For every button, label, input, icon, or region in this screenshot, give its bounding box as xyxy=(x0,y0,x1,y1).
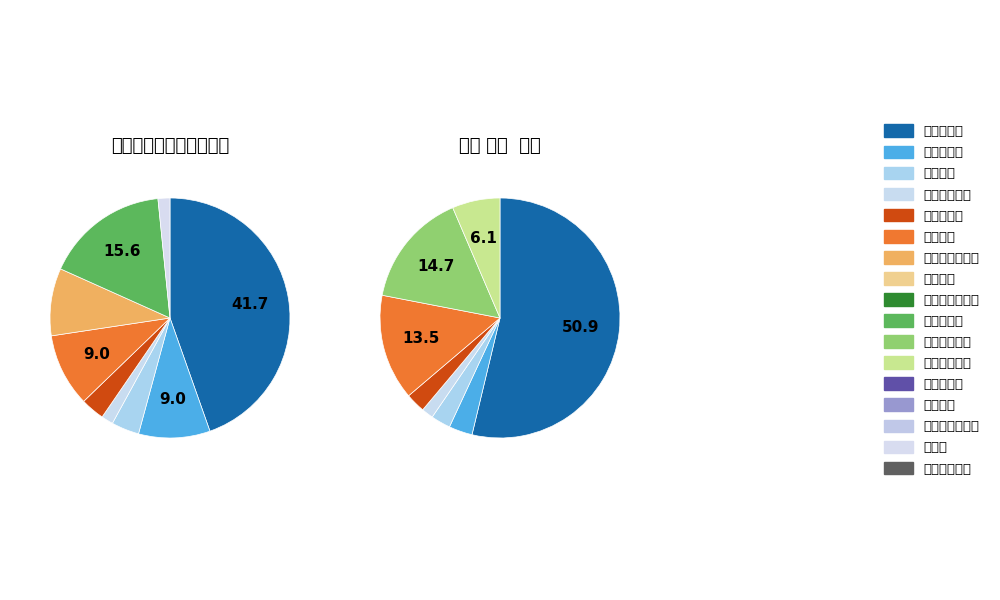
Wedge shape xyxy=(409,318,500,410)
Wedge shape xyxy=(61,199,170,318)
Title: パ・リーグ全プレイヤー: パ・リーグ全プレイヤー xyxy=(111,137,229,155)
Text: 9.0: 9.0 xyxy=(83,347,110,362)
Title: 田宮 裕涼  選手: 田宮 裕涼 選手 xyxy=(459,137,541,155)
Text: 14.7: 14.7 xyxy=(418,259,455,274)
Wedge shape xyxy=(423,318,500,417)
Legend: ストレート, ツーシーム, シュート, カットボール, スプリット, フォーク, チェンジアップ, シンカー, 高速スライダー, スライダー, 縦スライダー, : ストレート, ツーシーム, シュート, カットボール, スプリット, フォーク,… xyxy=(880,121,983,479)
Wedge shape xyxy=(170,198,290,431)
Text: 41.7: 41.7 xyxy=(232,297,269,312)
Text: 13.5: 13.5 xyxy=(402,331,440,346)
Text: 9.0: 9.0 xyxy=(160,392,186,407)
Wedge shape xyxy=(139,318,210,438)
Wedge shape xyxy=(453,198,500,318)
Wedge shape xyxy=(382,208,500,318)
Wedge shape xyxy=(158,198,170,318)
Wedge shape xyxy=(449,318,500,434)
Text: 50.9: 50.9 xyxy=(562,320,600,335)
Wedge shape xyxy=(112,318,170,434)
Wedge shape xyxy=(380,295,500,396)
Text: 15.6: 15.6 xyxy=(104,244,141,259)
Wedge shape xyxy=(51,318,170,401)
Wedge shape xyxy=(50,269,170,336)
Wedge shape xyxy=(84,318,170,417)
Wedge shape xyxy=(432,318,500,427)
Wedge shape xyxy=(102,318,170,423)
Text: 6.1: 6.1 xyxy=(470,230,497,245)
Wedge shape xyxy=(472,198,620,438)
